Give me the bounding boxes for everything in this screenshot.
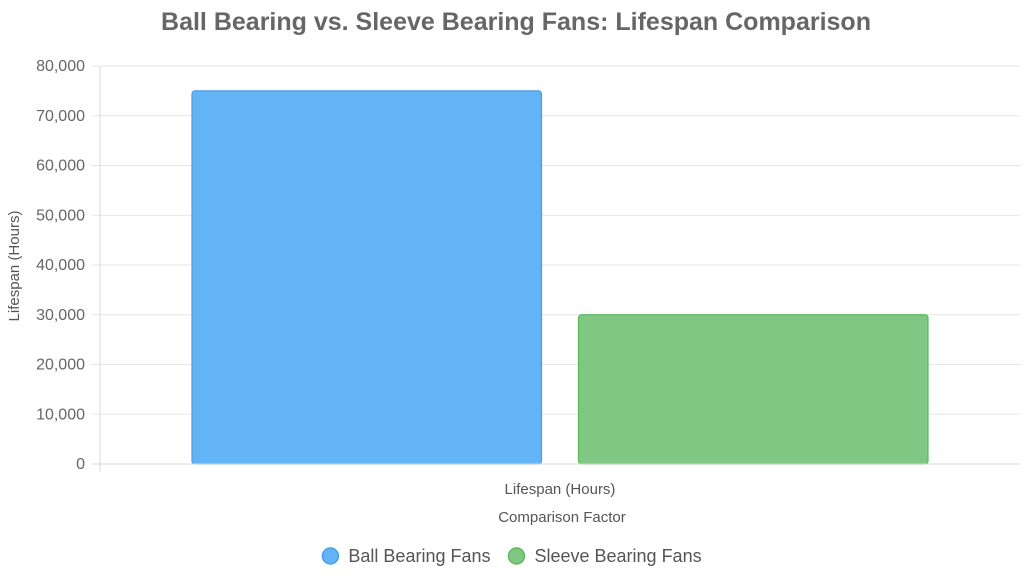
y-tick-label: 0 xyxy=(76,456,85,473)
y-axis-title: Lifespan (Hours) xyxy=(6,211,23,322)
legend-label: Sleeve Bearing Fans xyxy=(534,546,701,566)
legend-marker xyxy=(321,547,340,565)
legend-marker xyxy=(507,547,526,565)
axes xyxy=(92,66,1020,472)
y-tick-label: 50,000 xyxy=(36,207,85,224)
y-tick-label: 40,000 xyxy=(36,257,85,274)
y-tick-label: 80,000 xyxy=(36,58,85,75)
y-tick-label: 30,000 xyxy=(36,307,85,324)
x-axis-ticks: Lifespan (Hours) xyxy=(505,481,616,498)
x-axis-title: Comparison Factor xyxy=(498,509,626,526)
legend: Ball Bearing Fans Sleeve Bearing Fans xyxy=(321,546,702,566)
bar-sleeve-bearing-fans xyxy=(577,314,929,465)
y-axis-ticks: 0 10,000 20,000 30,000 40,000 50,000 60,000 70,… xyxy=(36,58,85,473)
y-tick-label: 60,000 xyxy=(36,158,85,175)
y-tick-label: 10,000 xyxy=(36,406,85,423)
y-tick-label: 20,000 xyxy=(36,357,85,374)
bar-ball-bearing-fans xyxy=(191,90,543,465)
legend-item[interactable]: Ball Bearing Fans xyxy=(321,546,490,566)
chart-title: Ball Bearing vs. Sleeve Bearing Fans: Li… xyxy=(161,8,871,36)
x-tick-label: Lifespan (Hours) xyxy=(505,481,616,498)
legend-label: Ball Bearing Fans xyxy=(348,546,490,566)
bars xyxy=(191,90,929,465)
legend-item[interactable]: Sleeve Bearing Fans xyxy=(507,546,702,566)
y-tick-label: 70,000 xyxy=(36,108,85,125)
